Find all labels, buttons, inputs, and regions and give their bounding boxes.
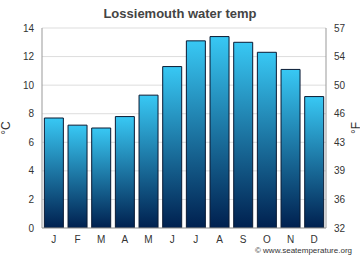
svg-text:S: S <box>240 234 247 245</box>
svg-text:A: A <box>121 234 128 245</box>
html-text:© www.seatemperature.org: © www.seatemperature.org <box>255 246 352 255</box>
svg-text:J: J <box>170 234 175 245</box>
svg-text:43: 43 <box>334 137 346 148</box>
svg-text:54: 54 <box>334 51 346 62</box>
svg-text:4: 4 <box>28 165 34 176</box>
svg-text:0: 0 <box>28 223 34 234</box>
svg-text:6: 6 <box>28 137 34 148</box>
svg-text:36: 36 <box>334 194 346 205</box>
svg-text:39: 39 <box>334 165 346 176</box>
html-text:Lossiemouth water temp: Lossiemouth water temp <box>103 6 257 21</box>
svg-text:M: M <box>97 234 105 245</box>
svg-text:N: N <box>287 234 294 245</box>
svg-text:O: O <box>263 234 271 245</box>
svg-text:57: 57 <box>334 23 346 34</box>
svg-text:2: 2 <box>28 194 34 205</box>
svg-text:50: 50 <box>334 80 346 91</box>
svg-text:10: 10 <box>23 80 35 91</box>
svg-text:14: 14 <box>23 23 35 34</box>
svg-text:A: A <box>216 234 223 245</box>
svg-text:8: 8 <box>28 108 34 119</box>
svg-text:J: J <box>51 234 56 245</box>
svg-text:°C: °C <box>8 121 13 135</box>
svg-text:M: M <box>144 234 152 245</box>
svg-text:J: J <box>193 234 198 245</box>
svg-text:D: D <box>311 234 318 245</box>
svg-text:12: 12 <box>23 51 35 62</box>
svg-text:°F: °F <box>349 122 352 134</box>
svg-text:32: 32 <box>334 223 346 234</box>
svg-text:46: 46 <box>334 108 346 119</box>
svg-text:F: F <box>74 234 80 245</box>
